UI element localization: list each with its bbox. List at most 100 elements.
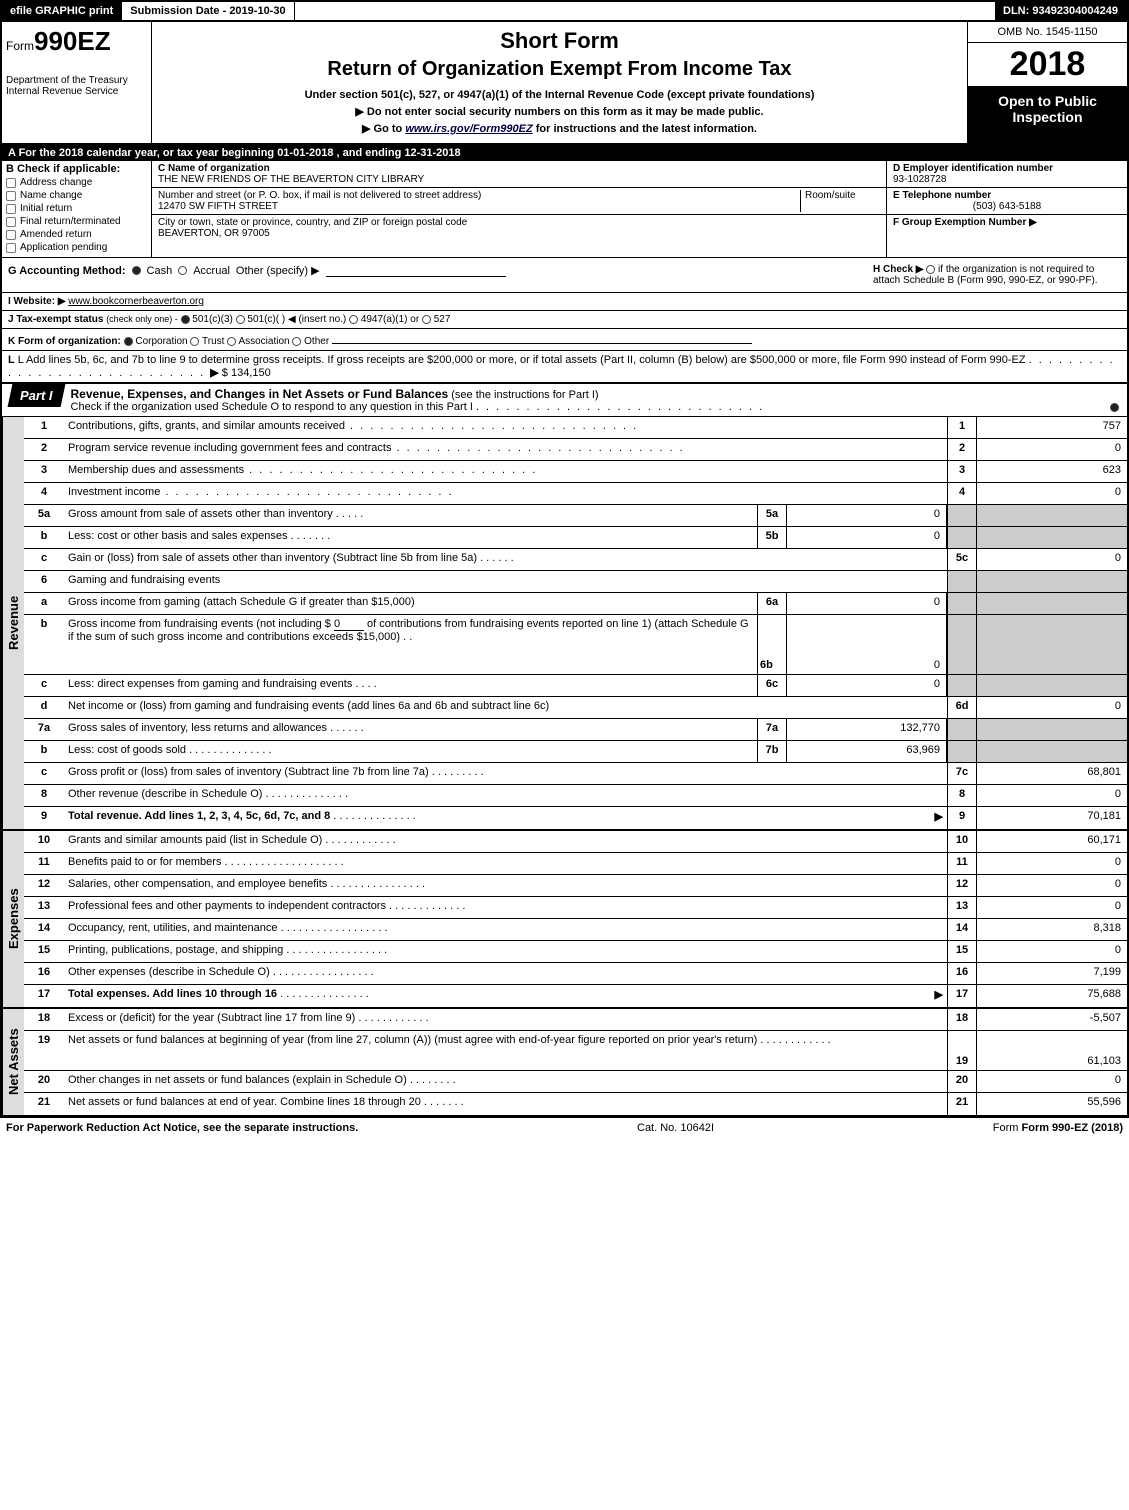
group-label: F Group Exemption Number ▶ [893, 217, 1037, 228]
line-key: 15 [947, 941, 977, 962]
line-desc: Salaries, other compensation, and employ… [64, 875, 947, 896]
street-row: Number and street (or P. O. box, if mail… [152, 188, 886, 215]
line-value-grey [977, 675, 1127, 696]
footer-left: For Paperwork Reduction Act Notice, see … [6, 1122, 358, 1134]
tax-year: 2018 [968, 43, 1127, 87]
line-key: 3 [947, 461, 977, 482]
row-6a: a Gross income from gaming (attach Sched… [24, 593, 1127, 615]
line-num: a [24, 593, 64, 614]
group-exemption-row: F Group Exemption Number ▶ [887, 215, 1127, 230]
radio-icon[interactable] [132, 266, 141, 275]
sub-value: 0 [787, 593, 947, 614]
checkbox-icon [6, 204, 16, 214]
row-7c: c Gross profit or (loss) from sales of i… [24, 763, 1127, 785]
radio-icon[interactable] [236, 315, 245, 324]
line-desc: Net income or (loss) from gaming and fun… [64, 697, 947, 718]
goto-link[interactable]: www.irs.gov/Form990EZ [405, 123, 532, 135]
checkbox-icon [6, 230, 16, 240]
j-opt3: 4947(a)(1) or [361, 314, 419, 325]
line-key-grey [947, 615, 977, 674]
row-5a: 5a Gross amount from sale of assets othe… [24, 505, 1127, 527]
chk-application-pending[interactable]: Application pending [6, 242, 147, 253]
line-value: 0 [977, 875, 1127, 896]
checkbox-icon[interactable] [1110, 403, 1119, 412]
line-num: 8 [24, 785, 64, 806]
g-label: G Accounting Method: [8, 265, 126, 277]
checkbox-icon [6, 178, 16, 188]
col-d: D Employer identification number 93-1028… [887, 161, 1127, 257]
line-num: b [24, 615, 64, 674]
chk-amended-return[interactable]: Amended return [6, 229, 147, 240]
line-desc: Excess or (deficit) for the year (Subtra… [64, 1009, 947, 1030]
line-num: 14 [24, 919, 64, 940]
form-header-right: OMB No. 1545-1150 2018 Open to Public In… [967, 22, 1127, 143]
accounting-method-line: G Accounting Method: Cash Accrual Other … [8, 264, 861, 277]
line-key-grey [947, 675, 977, 696]
section-a-bar: A For the 2018 calendar year, or tax yea… [0, 145, 1129, 161]
line-num: c [24, 763, 64, 784]
row-7a: 7a Gross sales of inventory, less return… [24, 719, 1127, 741]
line-key-grey [947, 505, 977, 526]
line-desc: Printing, publications, postage, and shi… [64, 941, 947, 962]
line-desc: Benefits paid to or for members . . . . … [64, 853, 947, 874]
line-desc: Less: cost of goods sold . . . . . . . .… [64, 741, 757, 762]
chk-final-return[interactable]: Final return/terminated [6, 216, 147, 227]
radio-icon[interactable] [124, 337, 133, 346]
radio-icon[interactable] [926, 265, 935, 274]
row-3: 3 Membership dues and assessments 3 623 [24, 461, 1127, 483]
line-num: 21 [24, 1093, 64, 1115]
radio-icon[interactable] [178, 266, 187, 275]
col-c: C Name of organization THE NEW FRIENDS O… [152, 161, 887, 257]
ein-row: D Employer identification number 93-1028… [887, 161, 1127, 188]
chk-name-change[interactable]: Name change [6, 190, 147, 201]
part1-tab-label: Part I [20, 388, 53, 403]
street-label: Number and street (or P. O. box, if mail… [158, 190, 481, 201]
no-ssn-note: ▶ Do not enter social security numbers o… [160, 105, 959, 118]
radio-icon[interactable] [422, 315, 431, 324]
line-num: 1 [24, 417, 64, 438]
h-label: H Check ▶ [873, 264, 923, 275]
website-link[interactable]: www.bookcornerbeaverton.org [68, 296, 204, 307]
chk-address-change[interactable]: Address change [6, 177, 147, 188]
line-key: 12 [947, 875, 977, 896]
row-12: 12 Salaries, other compensation, and emp… [24, 875, 1127, 897]
row-11: 11 Benefits paid to or for members . . .… [24, 853, 1127, 875]
j-note: (check only one) - [106, 314, 178, 324]
short-form-title: Short Form [160, 28, 959, 54]
line-key: 10 [947, 831, 977, 852]
form-number: Form990EZ [6, 26, 147, 57]
row-14: 14 Occupancy, rent, utilities, and maint… [24, 919, 1127, 941]
line-value: 8,318 [977, 919, 1127, 940]
sub-key: 5b [757, 527, 787, 548]
efile-label: efile GRAPHIC print [2, 2, 122, 20]
row-13: 13 Professional fees and other payments … [24, 897, 1127, 919]
radio-icon[interactable] [190, 337, 199, 346]
sub-key: 6b [757, 615, 787, 674]
radio-icon[interactable] [181, 315, 190, 324]
line-num: 13 [24, 897, 64, 918]
j-label: J Tax-exempt status [8, 314, 103, 325]
line-desc: Other expenses (describe in Schedule O) … [64, 963, 947, 984]
line-key-grey [947, 741, 977, 762]
return-title: Return of Organization Exempt From Incom… [160, 58, 959, 81]
g-cash: Cash [147, 265, 173, 277]
goto-prefix: ▶ Go to [362, 123, 405, 135]
line-value: 7,199 [977, 963, 1127, 984]
line-value: 623 [977, 461, 1127, 482]
line-desc: Gross sales of inventory, less returns a… [64, 719, 757, 740]
line-num: 10 [24, 831, 64, 852]
sub-value: 0 [787, 675, 947, 696]
line-num: b [24, 527, 64, 548]
line-value: 0 [977, 897, 1127, 918]
city-label: City or town, state or province, country… [158, 217, 467, 228]
row-5b: b Less: cost or other basis and sales ex… [24, 527, 1127, 549]
form-num: 990EZ [34, 26, 111, 56]
top-bar: efile GRAPHIC print Submission Date - 20… [0, 0, 1129, 22]
radio-icon[interactable] [349, 315, 358, 324]
line-desc: Net assets or fund balances at beginning… [64, 1031, 947, 1070]
radio-icon[interactable] [292, 337, 301, 346]
chk-initial-return[interactable]: Initial return [6, 203, 147, 214]
line-value-grey [977, 527, 1127, 548]
radio-icon[interactable] [227, 337, 236, 346]
h-col: H Check ▶ if the organization is not req… [867, 258, 1127, 292]
